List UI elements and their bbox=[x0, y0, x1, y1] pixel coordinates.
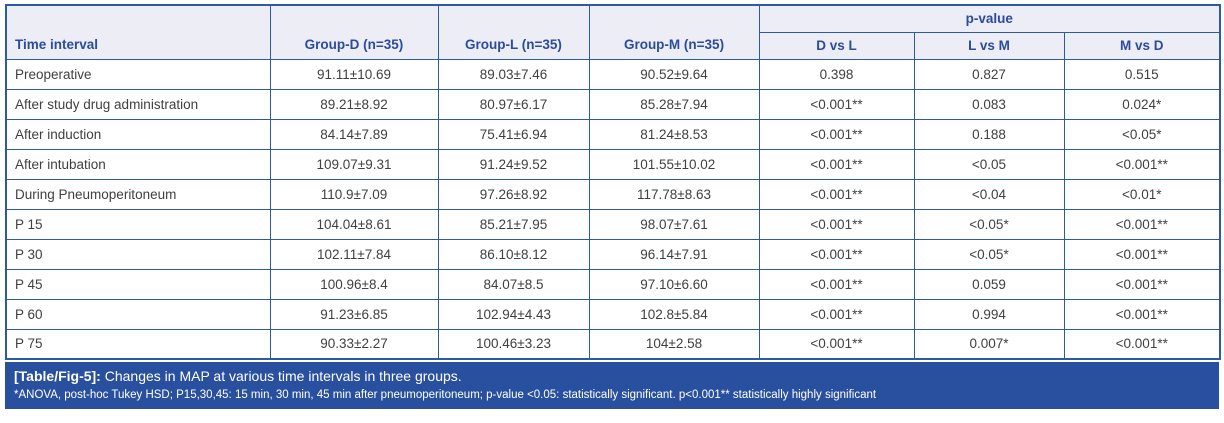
caption-label: [Table/Fig-5]: bbox=[14, 368, 101, 384]
cell-p-d-vs-l: <0.001** bbox=[758, 148, 915, 180]
caption-band: [Table/Fig-5]: Changes in MAP at various… bbox=[5, 362, 1219, 409]
table-row: Preoperative 91.11±10.69 89.03±7.46 90.52±9… bbox=[5, 58, 1221, 90]
cell-group-m: 104±2.58 bbox=[588, 328, 760, 360]
cell-time-interval: Preoperative bbox=[5, 58, 271, 90]
cell-time-interval: P 75 bbox=[5, 328, 271, 360]
table-row: P 60 91.23±6.85 102.94±4.43 102.8±5.84 <0.00… bbox=[5, 298, 1221, 330]
cell-group-d: 100.96±8.4 bbox=[269, 268, 439, 300]
cell-group-d: 89.21±8.92 bbox=[269, 88, 439, 120]
caption-title: [Table/Fig-5]: Changes in MAP at various… bbox=[14, 367, 1210, 386]
cell-group-l: 86.10±8.12 bbox=[437, 238, 590, 270]
cell-p-l-vs-m: 0.083 bbox=[913, 88, 1065, 120]
header-group-l: Group-L (n=35) bbox=[437, 4, 590, 60]
table-header: Time interval Group-D (n=35) Group-L (n=… bbox=[5, 4, 1221, 60]
cell-group-d: 109.07±9.31 bbox=[269, 148, 439, 180]
header-row-sub: D vs L L vs M M vs D bbox=[6, 31, 1221, 60]
cell-time-interval: During Pneumoperitoneum bbox=[5, 178, 271, 210]
cell-p-d-vs-l: <0.001** bbox=[758, 178, 915, 210]
header-time-interval: Time interval bbox=[5, 4, 271, 60]
cell-group-m: 96.14±7.91 bbox=[588, 238, 760, 270]
cell-p-m-vs-d: <0.001** bbox=[1063, 148, 1221, 180]
cell-group-d: 102.11±7.84 bbox=[269, 238, 439, 270]
cell-group-d: 110.9±7.09 bbox=[269, 178, 439, 210]
cell-time-interval: After intubation bbox=[5, 148, 271, 180]
cell-p-m-vs-d: <0.01* bbox=[1063, 178, 1221, 210]
caption-footnote: *ANOVA, post-hoc Tukey HSD; P15,30,45: 1… bbox=[14, 388, 877, 401]
cell-time-interval: P 45 bbox=[5, 268, 271, 300]
cell-p-d-vs-l: <0.001** bbox=[758, 268, 915, 300]
cell-group-l: 100.46±3.23 bbox=[437, 328, 590, 360]
cell-time-interval: After study drug administration bbox=[5, 88, 271, 120]
cell-p-m-vs-d: <0.001** bbox=[1063, 208, 1221, 240]
cell-group-l: 91.24±9.52 bbox=[437, 148, 590, 180]
cell-time-interval: P 30 bbox=[5, 238, 271, 270]
table-row: P 75 90.33±2.27 100.46±3.23 104±2.58 <0.001*… bbox=[5, 328, 1221, 360]
cell-p-d-vs-l: <0.001** bbox=[758, 118, 915, 150]
cell-group-m: 85.28±7.94 bbox=[588, 88, 760, 120]
header-row-top: Time interval Group-D (n=35) Group-L (n=… bbox=[5, 4, 1221, 60]
cell-p-m-vs-d: <0.001** bbox=[1063, 268, 1221, 300]
cell-p-d-vs-l: <0.001** bbox=[758, 328, 915, 360]
cell-group-l: 85.21±7.95 bbox=[437, 208, 590, 240]
cell-group-d: 91.23±6.85 bbox=[269, 298, 439, 330]
table-row: After study drug administration 89.21±8.9… bbox=[5, 88, 1221, 120]
cell-group-m: 98.07±7.61 bbox=[588, 208, 760, 240]
cell-p-l-vs-m: 0.059 bbox=[913, 268, 1065, 300]
map-results-table: Time interval Group-D (n=35) Group-L (n=… bbox=[5, 4, 1222, 360]
table-row: P 45 100.96±8.4 84.07±8.5 97.10±6.60 <0.001*… bbox=[5, 268, 1221, 300]
cell-time-interval: P 15 bbox=[5, 208, 271, 240]
cell-group-m: 101.55±10.02 bbox=[588, 148, 760, 180]
cell-p-d-vs-l: <0.001** bbox=[758, 88, 915, 120]
cell-time-interval: P 60 bbox=[5, 298, 271, 330]
cell-p-m-vs-d: <0.001** bbox=[1063, 298, 1221, 330]
cell-group-d: 91.11±10.69 bbox=[269, 58, 439, 90]
cell-time-interval: After induction bbox=[5, 118, 271, 150]
cell-p-l-vs-m: 0.827 bbox=[913, 58, 1065, 90]
header-group-m: Group-M (n=35) bbox=[588, 4, 760, 60]
cell-p-l-vs-m: 0.007* bbox=[913, 328, 1065, 360]
cell-p-l-vs-m: 0.994 bbox=[913, 298, 1065, 330]
cell-group-l: 75.41±6.94 bbox=[437, 118, 590, 150]
cell-p-l-vs-m: <0.05* bbox=[913, 238, 1065, 270]
caption-text: Changes in MAP at various time intervals… bbox=[100, 368, 462, 384]
cell-group-m: 102.8±5.84 bbox=[588, 298, 760, 330]
header-p-value: p-value bbox=[758, 4, 1221, 33]
header-group-d: Group-D (n=35) bbox=[269, 4, 439, 60]
cell-p-m-vs-d: 0.024* bbox=[1063, 88, 1221, 120]
cell-p-l-vs-m: 0.188 bbox=[913, 118, 1065, 150]
table-row: During Pneumoperitoneum 110.9±7.09 97.26±8… bbox=[5, 178, 1221, 210]
header-d-vs-l: D vs L bbox=[758, 31, 915, 60]
header-l-vs-m: L vs M bbox=[913, 31, 1065, 60]
cell-group-l: 97.26±8.92 bbox=[437, 178, 590, 210]
cell-group-d: 84.14±7.89 bbox=[269, 118, 439, 150]
cell-p-m-vs-d: <0.001** bbox=[1063, 328, 1221, 360]
cell-group-l: 80.97±6.17 bbox=[437, 88, 590, 120]
cell-group-m: 90.52±9.64 bbox=[588, 58, 760, 90]
cell-p-l-vs-m: <0.05 bbox=[913, 148, 1065, 180]
cell-group-d: 90.33±2.27 bbox=[269, 328, 439, 360]
table-row: After induction 84.14±7.89 75.41±6.94 81.24… bbox=[5, 118, 1221, 150]
cell-p-d-vs-l: <0.001** bbox=[758, 298, 915, 330]
cell-p-m-vs-d: 0.515 bbox=[1063, 58, 1221, 90]
cell-group-l: 84.07±8.5 bbox=[437, 268, 590, 300]
table-row: P 15 104.04±8.61 85.21±7.95 98.07±7.61 <0.00… bbox=[5, 208, 1221, 240]
table-row: After intubation 109.07±9.31 91.24±9.52 101… bbox=[5, 148, 1221, 180]
cell-p-d-vs-l: 0.398 bbox=[758, 58, 915, 90]
cell-group-d: 104.04±8.61 bbox=[269, 208, 439, 240]
cell-p-m-vs-d: <0.05* bbox=[1063, 118, 1221, 150]
cell-p-l-vs-m: <0.04 bbox=[913, 178, 1065, 210]
cell-p-m-vs-d: <0.001** bbox=[1063, 238, 1221, 270]
cell-group-m: 117.78±8.63 bbox=[588, 178, 760, 210]
table-body: Preoperative 91.11±10.69 89.03±7.46 90.52±9… bbox=[5, 58, 1221, 360]
cell-p-d-vs-l: <0.001** bbox=[758, 238, 915, 270]
cell-p-d-vs-l: <0.001** bbox=[758, 208, 915, 240]
cell-group-m: 81.24±8.53 bbox=[588, 118, 760, 150]
cell-group-m: 97.10±6.60 bbox=[588, 268, 760, 300]
cell-group-l: 89.03±7.46 bbox=[437, 58, 590, 90]
header-m-vs-d: M vs D bbox=[1063, 31, 1221, 60]
cell-p-l-vs-m: <0.05* bbox=[913, 208, 1065, 240]
cell-group-l: 102.94±4.43 bbox=[437, 298, 590, 330]
table-row: P 30 102.11±7.84 86.10±8.12 96.14±7.91 <0.00… bbox=[5, 238, 1221, 270]
